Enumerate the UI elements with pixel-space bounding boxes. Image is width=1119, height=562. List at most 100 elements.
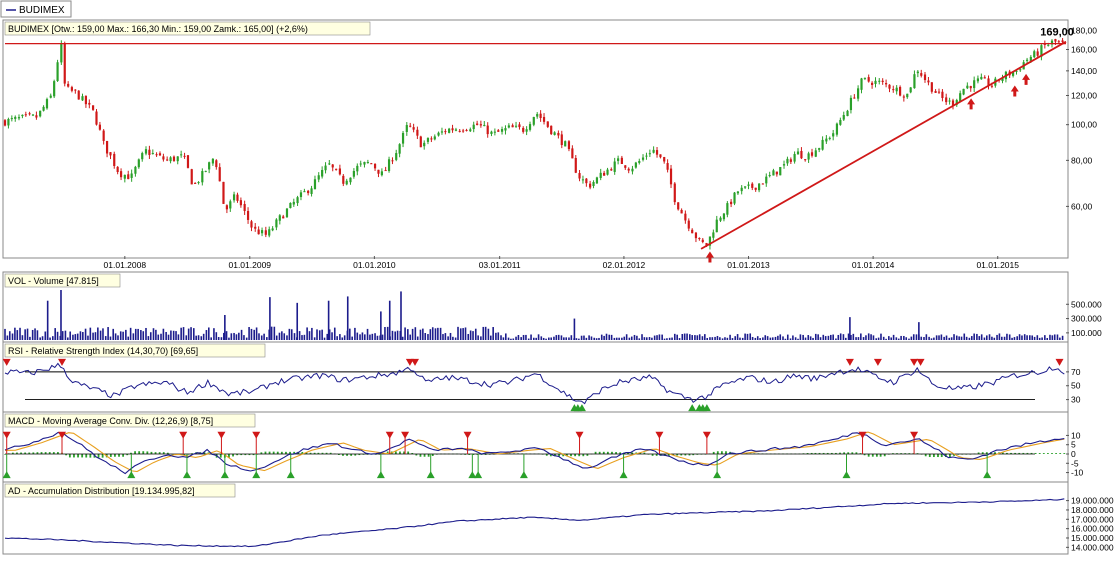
- volume-bar: [474, 328, 477, 340]
- macd-histogram-bar: [484, 454, 487, 455]
- macd-histogram-bar: [52, 452, 55, 454]
- up-arrow-icon: [1010, 85, 1019, 97]
- macd-histogram-bar: [843, 452, 846, 454]
- volume-bar: [328, 329, 331, 340]
- volume-bar: [8, 331, 11, 340]
- macd-histogram-bar: [1026, 452, 1029, 454]
- volume-bar: [777, 335, 779, 340]
- rsi-sell-marker: [410, 358, 419, 366]
- candle-down: [761, 183, 764, 185]
- candle-up: [786, 158, 789, 164]
- volume-y-tick-label: 300.000: [1071, 314, 1102, 324]
- candle-down: [669, 168, 673, 185]
- candle-up: [268, 229, 271, 236]
- macd-histogram-bar: [154, 452, 157, 454]
- candle-down: [222, 181, 225, 204]
- candle-up: [211, 158, 214, 164]
- volume-bar: [923, 337, 925, 340]
- candle-up: [448, 128, 451, 133]
- volume-bar: [290, 329, 293, 340]
- candle-up: [536, 114, 539, 117]
- volume-bar: [1023, 334, 1026, 340]
- volume-bar: [192, 328, 195, 340]
- candle-up: [380, 171, 383, 176]
- macd-histogram-bar: [114, 454, 116, 457]
- volume-bar: [1049, 334, 1051, 340]
- volume-bar: [754, 337, 757, 340]
- up-arrow-icon: [705, 251, 714, 263]
- macd-histogram-bar: [232, 454, 234, 457]
- macd-histogram-bar: [1022, 452, 1025, 454]
- volume-bar: [177, 334, 180, 340]
- candle-down: [578, 173, 581, 179]
- volume-bar: [548, 337, 550, 340]
- candle-down: [898, 86, 902, 96]
- candle-up: [796, 151, 800, 155]
- macd-histogram-bar: [859, 453, 862, 454]
- macd-panel: MACD - Moving Average Conv. Div. (12,26,…: [2, 411, 1069, 483]
- candle-up: [976, 78, 980, 82]
- candle-down: [518, 124, 521, 128]
- volume-bar: [160, 333, 162, 340]
- volume-bar: [643, 337, 646, 340]
- candle-up: [1050, 40, 1054, 45]
- volume-bar: [661, 334, 663, 340]
- volume-bar: [149, 332, 152, 340]
- macd-histogram-bar: [908, 453, 911, 454]
- candle-down: [930, 82, 933, 92]
- macd-histogram-bar: [403, 451, 405, 454]
- candle-up: [123, 174, 126, 179]
- volume-bar: [1059, 337, 1061, 340]
- volume-bar: [217, 337, 220, 340]
- volume-bar: [11, 333, 14, 340]
- volume-bar: [336, 336, 338, 340]
- volume-bar: [1011, 337, 1013, 340]
- volume-bar: [348, 328, 351, 340]
- volume-bar: [744, 333, 746, 340]
- volume-bar: [764, 335, 767, 340]
- volume-bar: [142, 331, 145, 340]
- macd-sell-marker: [655, 431, 664, 439]
- volume-bar: [905, 337, 908, 340]
- volume-bar: [343, 335, 346, 340]
- volume-bar: [129, 327, 132, 340]
- volume-bar: [613, 337, 616, 340]
- candle-up: [289, 202, 292, 209]
- volume-bar: [520, 337, 522, 340]
- macd-histogram-bar: [562, 454, 565, 457]
- candle-down: [239, 200, 242, 206]
- legend-tab[interactable]: [0, 0, 72, 18]
- volume-bar: [565, 337, 568, 340]
- candle-up: [285, 208, 289, 218]
- volume-bar: [339, 334, 341, 340]
- macd-histogram-bar: [822, 452, 825, 454]
- candle-down: [105, 140, 109, 154]
- volume-panel-header: [4, 273, 121, 288]
- volume-bar: [651, 337, 653, 340]
- macd-histogram-bar: [586, 454, 589, 456]
- candle-up: [863, 77, 867, 79]
- volume-bar: [855, 337, 857, 340]
- volume-bar: [67, 337, 69, 340]
- volume-bar: [472, 331, 474, 340]
- volume-bar: [175, 331, 177, 340]
- volume-bar: [157, 334, 160, 340]
- macd-histogram-bar: [712, 451, 715, 454]
- volume-bar: [215, 332, 218, 340]
- volume-bar: [41, 336, 44, 340]
- candle-down: [673, 183, 676, 203]
- candle-up: [638, 161, 641, 163]
- candle-up: [744, 186, 747, 188]
- candle-up: [733, 192, 736, 204]
- macd-histogram-bar: [1010, 452, 1012, 454]
- volume-bar: [734, 336, 737, 340]
- candle-up: [772, 170, 775, 176]
- volume-bar: [696, 335, 699, 340]
- candle-up: [962, 88, 965, 95]
- volume-bar: [928, 336, 930, 340]
- candle-up: [1019, 69, 1022, 71]
- macd-histogram-bar: [85, 454, 88, 458]
- candle-down: [902, 96, 905, 98]
- candle-down: [969, 86, 972, 89]
- volume-bar: [137, 328, 139, 340]
